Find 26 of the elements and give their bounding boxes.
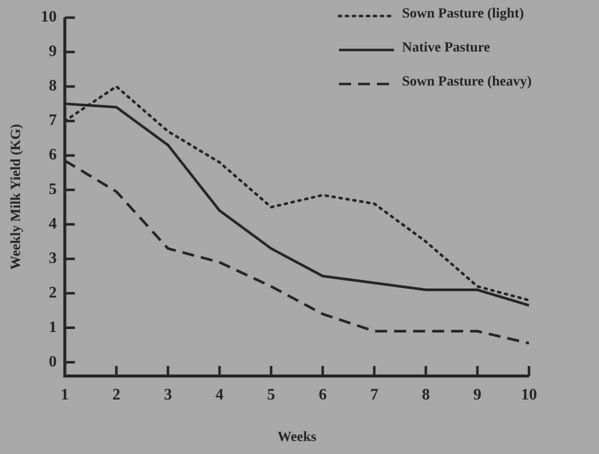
y-tick-label: 0: [48, 353, 57, 370]
legend-label: Sown Pasture (light): [402, 6, 524, 22]
y-tick-label: 5: [48, 181, 57, 198]
x-tick-label: 8: [422, 386, 430, 404]
y-tick-label: 1: [48, 318, 57, 336]
x-tick-label: 2: [112, 386, 120, 404]
y-tick-label: 8: [48, 78, 57, 95]
x-tick-label: 1: [60, 386, 69, 404]
x-tick-label: 9: [473, 386, 482, 404]
y-axis-title: Weekly Milk Yield (KG): [9, 124, 24, 270]
legend-label: Sown Pasture (heavy): [402, 74, 532, 90]
x-tick-label: 5: [267, 386, 276, 404]
legend-label: Native Pasture: [402, 40, 490, 56]
y-tick-label: 6: [48, 146, 57, 164]
y-tick-label: 4: [48, 216, 57, 233]
y-tick-label: 9: [48, 43, 57, 60]
y-tick-label: 3: [48, 250, 57, 267]
x-axis-title: Weeks: [277, 430, 317, 446]
y-tick-label: 10: [40, 8, 57, 26]
x-tick-label: 4: [216, 386, 224, 404]
y-tick-label: 2: [48, 284, 57, 302]
x-tick-label: 6: [318, 386, 327, 404]
x-tick-label: 7: [370, 386, 378, 404]
x-tick-label: 10: [521, 386, 537, 404]
x-tick-label: 3: [164, 386, 172, 404]
y-tick-label: 7: [48, 112, 57, 130]
